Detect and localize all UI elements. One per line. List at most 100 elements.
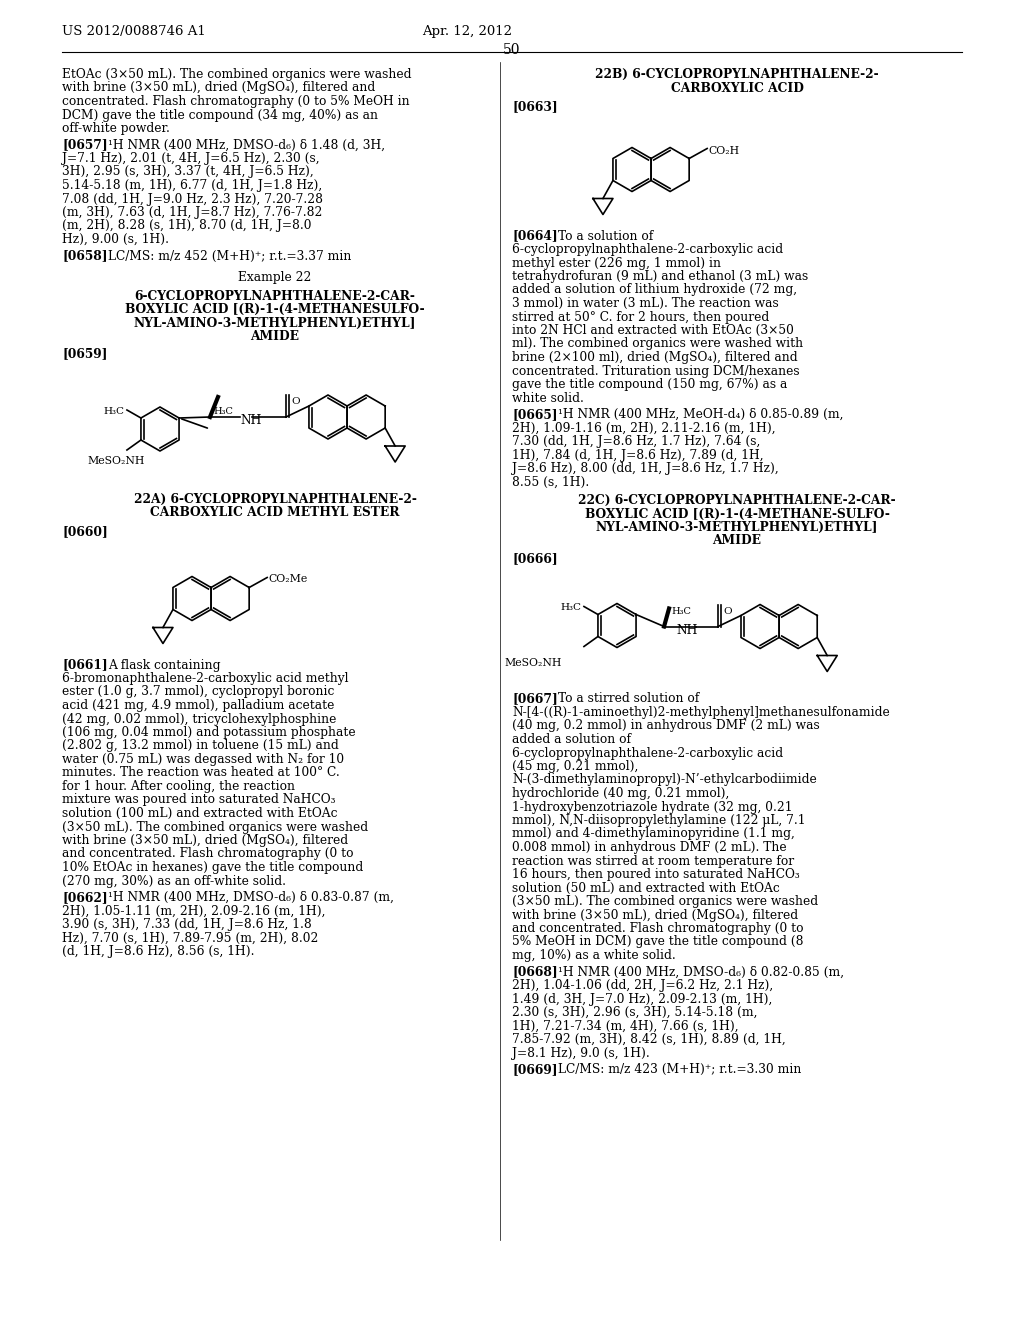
Text: CO₂H: CO₂H — [709, 145, 739, 156]
Text: DCM) gave the title compound (34 mg, 40%) as an: DCM) gave the title compound (34 mg, 40%… — [62, 108, 378, 121]
Text: 6-bromonaphthalene-2-carboxylic acid methyl: 6-bromonaphthalene-2-carboxylic acid met… — [62, 672, 348, 685]
Text: acid (421 mg, 4.9 mmol), palladium acetate: acid (421 mg, 4.9 mmol), palladium aceta… — [62, 700, 335, 711]
Text: CARBOXYLIC ACID METHYL ESTER: CARBOXYLIC ACID METHYL ESTER — [151, 507, 399, 520]
Text: [0658]: [0658] — [62, 249, 108, 263]
Text: LC/MS: m/z 423 (M+H)⁺; r.t.=3.30 min: LC/MS: m/z 423 (M+H)⁺; r.t.=3.30 min — [558, 1063, 802, 1076]
Text: methyl ester (226 mg, 1 mmol) in: methyl ester (226 mg, 1 mmol) in — [512, 256, 721, 269]
Text: 3 mmol) in water (3 mL). The reaction was: 3 mmol) in water (3 mL). The reaction wa… — [512, 297, 778, 310]
Text: CARBOXYLIC ACID: CARBOXYLIC ACID — [671, 82, 804, 95]
Text: [0668]: [0668] — [512, 965, 558, 978]
Text: ml). The combined organics were washed with: ml). The combined organics were washed w… — [512, 338, 803, 351]
Text: minutes. The reaction was heated at 100° C.: minutes. The reaction was heated at 100°… — [62, 767, 340, 780]
Text: O: O — [291, 397, 300, 407]
Text: 7.30 (dd, 1H, J=8.6 Hz, 1.7 Hz), 7.64 (s,: 7.30 (dd, 1H, J=8.6 Hz, 1.7 Hz), 7.64 (s… — [512, 436, 761, 447]
Text: added a solution of lithium hydroxide (72 mg,: added a solution of lithium hydroxide (7… — [512, 284, 797, 297]
Text: 6-cyclopropylnaphthalene-2-carboxylic acid: 6-cyclopropylnaphthalene-2-carboxylic ac… — [512, 243, 783, 256]
Text: 0.008 mmol) in anhydrous DMF (2 mL). The: 0.008 mmol) in anhydrous DMF (2 mL). The — [512, 841, 786, 854]
Text: MeSO₂NH: MeSO₂NH — [504, 659, 561, 668]
Text: ¹H NMR (400 MHz, DMSO-d₆) δ 0.82-0.85 (m,: ¹H NMR (400 MHz, DMSO-d₆) δ 0.82-0.85 (m… — [558, 965, 844, 978]
Text: H₃C: H₃C — [213, 407, 232, 416]
Text: with brine (3×50 mL), dried (MgSO₄), filtered: with brine (3×50 mL), dried (MgSO₄), fil… — [62, 834, 348, 847]
Text: 22C) 6-CYCLOPROPYLNAPHTHALENE-2-CAR-: 22C) 6-CYCLOPROPYLNAPHTHALENE-2-CAR- — [579, 494, 896, 507]
Text: (3×50 mL). The combined organics were washed: (3×50 mL). The combined organics were wa… — [512, 895, 818, 908]
Text: (40 mg, 0.2 mmol) in anhydrous DMF (2 mL) was: (40 mg, 0.2 mmol) in anhydrous DMF (2 mL… — [512, 719, 820, 733]
Text: BOXYLIC ACID [(R)-1-(4-METHANESULFO-: BOXYLIC ACID [(R)-1-(4-METHANESULFO- — [125, 304, 425, 315]
Text: mmol) and 4-dimethylaminopyridine (1.1 mg,: mmol) and 4-dimethylaminopyridine (1.1 m… — [512, 828, 795, 841]
Text: 7.85-7.92 (m, 3H), 8.42 (s, 1H), 8.89 (d, 1H,: 7.85-7.92 (m, 3H), 8.42 (s, 1H), 8.89 (d… — [512, 1034, 785, 1045]
Text: LC/MS: m/z 452 (M+H)⁺; r.t.=3.37 min: LC/MS: m/z 452 (M+H)⁺; r.t.=3.37 min — [108, 249, 351, 263]
Text: J=8.6 Hz), 8.00 (dd, 1H, J=8.6 Hz, 1.7 Hz),: J=8.6 Hz), 8.00 (dd, 1H, J=8.6 Hz, 1.7 H… — [512, 462, 778, 475]
Text: with brine (3×50 mL), dried (MgSO₄), filtered: with brine (3×50 mL), dried (MgSO₄), fil… — [512, 908, 798, 921]
Text: into 2N HCl and extracted with EtOAc (3×50: into 2N HCl and extracted with EtOAc (3×… — [512, 323, 794, 337]
Text: To a solution of: To a solution of — [558, 230, 653, 243]
Text: water (0.75 mL) was degassed with N₂ for 10: water (0.75 mL) was degassed with N₂ for… — [62, 752, 344, 766]
Text: (270 mg, 30%) as an off-white solid.: (270 mg, 30%) as an off-white solid. — [62, 874, 286, 887]
Text: Hz), 9.00 (s, 1H).: Hz), 9.00 (s, 1H). — [62, 234, 169, 246]
Text: [0662]: [0662] — [62, 891, 108, 904]
Text: NH: NH — [676, 623, 697, 636]
Text: and concentrated. Flash chromatography (0 to: and concentrated. Flash chromatography (… — [512, 921, 804, 935]
Text: 5% MeOH in DCM) gave the title compound (8: 5% MeOH in DCM) gave the title compound … — [512, 936, 804, 949]
Text: and concentrated. Flash chromatography (0 to: and concentrated. Flash chromatography (… — [62, 847, 353, 861]
Text: 2H), 1.09-1.16 (m, 2H), 2.11-2.16 (m, 1H),: 2H), 1.09-1.16 (m, 2H), 2.11-2.16 (m, 1H… — [512, 421, 775, 434]
Text: J=7.1 Hz), 2.01 (t, 4H, J=6.5 Hz), 2.30 (s,: J=7.1 Hz), 2.01 (t, 4H, J=6.5 Hz), 2.30 … — [62, 152, 319, 165]
Text: [0665]: [0665] — [512, 408, 557, 421]
Text: NYL-AMINO-3-METHYLPHENYL)ETHYL]: NYL-AMINO-3-METHYLPHENYL)ETHYL] — [596, 521, 879, 535]
Text: H₃C: H₃C — [561, 603, 582, 612]
Text: gave the title compound (150 mg, 67%) as a: gave the title compound (150 mg, 67%) as… — [512, 378, 787, 391]
Text: (d, 1H, J=8.6 Hz), 8.56 (s, 1H).: (d, 1H, J=8.6 Hz), 8.56 (s, 1H). — [62, 945, 255, 958]
Text: mmol), N,N-diisopropylethylamine (122 μL, 7.1: mmol), N,N-diisopropylethylamine (122 μL… — [512, 814, 806, 828]
Text: ¹H NMR (400 MHz, MeOH-d₄) δ 0.85-0.89 (m,: ¹H NMR (400 MHz, MeOH-d₄) δ 0.85-0.89 (m… — [558, 408, 844, 421]
Text: [0659]: [0659] — [62, 347, 108, 360]
Text: 5.14-5.18 (m, 1H), 6.77 (d, 1H, J=1.8 Hz),: 5.14-5.18 (m, 1H), 6.77 (d, 1H, J=1.8 Hz… — [62, 180, 323, 191]
Text: (45 mg, 0.21 mmol),: (45 mg, 0.21 mmol), — [512, 760, 638, 774]
Text: ester (1.0 g, 3.7 mmol), cyclopropyl boronic: ester (1.0 g, 3.7 mmol), cyclopropyl bor… — [62, 685, 335, 698]
Text: 2H), 1.04-1.06 (dd, 2H, J=6.2 Hz, 2.1 Hz),: 2H), 1.04-1.06 (dd, 2H, J=6.2 Hz, 2.1 Hz… — [512, 979, 773, 993]
Text: (2.802 g, 13.2 mmol) in toluene (15 mL) and: (2.802 g, 13.2 mmol) in toluene (15 mL) … — [62, 739, 339, 752]
Text: 1-hydroxybenzotriazole hydrate (32 mg, 0.21: 1-hydroxybenzotriazole hydrate (32 mg, 0… — [512, 800, 793, 813]
Text: (3×50 mL). The combined organics were washed: (3×50 mL). The combined organics were wa… — [62, 821, 368, 833]
Text: concentrated. Trituration using DCM/hexanes: concentrated. Trituration using DCM/hexa… — [512, 364, 800, 378]
Text: mixture was poured into saturated NaHCO₃: mixture was poured into saturated NaHCO₃ — [62, 793, 336, 807]
Text: brine (2×100 ml), dried (MgSO₄), filtered and: brine (2×100 ml), dried (MgSO₄), filtere… — [512, 351, 798, 364]
Text: added a solution of: added a solution of — [512, 733, 631, 746]
Text: 1H), 7.84 (d, 1H, J=8.6 Hz), 7.89 (d, 1H,: 1H), 7.84 (d, 1H, J=8.6 Hz), 7.89 (d, 1H… — [512, 449, 764, 462]
Text: To a stirred solution of: To a stirred solution of — [558, 693, 699, 705]
Text: 10% EtOAc in hexanes) gave the title compound: 10% EtOAc in hexanes) gave the title com… — [62, 861, 364, 874]
Text: [0661]: [0661] — [62, 659, 108, 672]
Text: MeSO₂NH: MeSO₂NH — [87, 455, 144, 466]
Text: 1H), 7.21-7.34 (m, 4H), 7.66 (s, 1H),: 1H), 7.21-7.34 (m, 4H), 7.66 (s, 1H), — [512, 1019, 738, 1032]
Text: white solid.: white solid. — [512, 392, 584, 404]
Text: US 2012/0088746 A1: US 2012/0088746 A1 — [62, 25, 206, 38]
Text: NYL-AMINO-3-METHYLPHENYL)ETHYL]: NYL-AMINO-3-METHYLPHENYL)ETHYL] — [134, 317, 416, 330]
Text: [0660]: [0660] — [62, 525, 108, 539]
Text: concentrated. Flash chromatography (0 to 5% MeOH in: concentrated. Flash chromatography (0 to… — [62, 95, 410, 108]
Text: ¹H NMR (400 MHz, DMSO-d₆) δ 1.48 (d, 3H,: ¹H NMR (400 MHz, DMSO-d₆) δ 1.48 (d, 3H, — [108, 139, 385, 152]
Text: A flask containing: A flask containing — [108, 659, 220, 672]
Text: BOXYLIC ACID [(R)-1-(4-METHANE-SULFO-: BOXYLIC ACID [(R)-1-(4-METHANE-SULFO- — [585, 507, 890, 520]
Text: for 1 hour. After cooling, the reaction: for 1 hour. After cooling, the reaction — [62, 780, 295, 793]
Text: O: O — [723, 606, 732, 615]
Text: Example 22: Example 22 — [239, 271, 311, 284]
Text: 22A) 6-CYCLOPROPYLNAPHTHALENE-2-: 22A) 6-CYCLOPROPYLNAPHTHALENE-2- — [133, 492, 417, 506]
Text: stirred at 50° C. for 2 hours, then poured: stirred at 50° C. for 2 hours, then pour… — [512, 310, 769, 323]
Text: 6-cyclopropylnaphthalene-2-carboxylic acid: 6-cyclopropylnaphthalene-2-carboxylic ac… — [512, 747, 783, 759]
Text: EtOAc (3×50 mL). The combined organics were washed: EtOAc (3×50 mL). The combined organics w… — [62, 69, 412, 81]
Text: N-[4-((R)-1-aminoethyl)2-methylphenyl]methanesulfonamide: N-[4-((R)-1-aminoethyl)2-methylphenyl]me… — [512, 706, 890, 719]
Text: H₃C: H₃C — [671, 607, 691, 616]
Text: mg, 10%) as a white solid.: mg, 10%) as a white solid. — [512, 949, 676, 962]
Text: with brine (3×50 mL), dried (MgSO₄), filtered and: with brine (3×50 mL), dried (MgSO₄), fil… — [62, 82, 375, 95]
Text: 1.49 (d, 3H, J=7.0 Hz), 2.09-2.13 (m, 1H),: 1.49 (d, 3H, J=7.0 Hz), 2.09-2.13 (m, 1H… — [512, 993, 772, 1006]
Text: 2.30 (s, 3H), 2.96 (s, 3H), 5.14-5.18 (m,: 2.30 (s, 3H), 2.96 (s, 3H), 5.14-5.18 (m… — [512, 1006, 758, 1019]
Text: solution (50 mL) and extracted with EtOAc: solution (50 mL) and extracted with EtOA… — [512, 882, 779, 895]
Text: 16 hours, then poured into saturated NaHCO₃: 16 hours, then poured into saturated NaH… — [512, 869, 800, 880]
Text: 2H), 1.05-1.11 (m, 2H), 2.09-2.16 (m, 1H),: 2H), 1.05-1.11 (m, 2H), 2.09-2.16 (m, 1H… — [62, 904, 326, 917]
Text: J=8.1 Hz), 9.0 (s, 1H).: J=8.1 Hz), 9.0 (s, 1H). — [512, 1047, 650, 1060]
Text: 7.08 (dd, 1H, J=9.0 Hz, 2.3 Hz), 7.20-7.28: 7.08 (dd, 1H, J=9.0 Hz, 2.3 Hz), 7.20-7.… — [62, 193, 323, 206]
Text: 3.90 (s, 3H), 7.33 (dd, 1H, J=8.6 Hz, 1.8: 3.90 (s, 3H), 7.33 (dd, 1H, J=8.6 Hz, 1.… — [62, 917, 311, 931]
Text: (m, 2H), 8.28 (s, 1H), 8.70 (d, 1H, J=8.0: (m, 2H), 8.28 (s, 1H), 8.70 (d, 1H, J=8.… — [62, 219, 311, 232]
Text: AMIDE: AMIDE — [251, 330, 299, 343]
Text: H₃C: H₃C — [104, 407, 125, 416]
Text: AMIDE: AMIDE — [713, 535, 762, 548]
Text: (42 mg, 0.02 mmol), tricyclohexylphosphine: (42 mg, 0.02 mmol), tricyclohexylphosphi… — [62, 713, 336, 726]
